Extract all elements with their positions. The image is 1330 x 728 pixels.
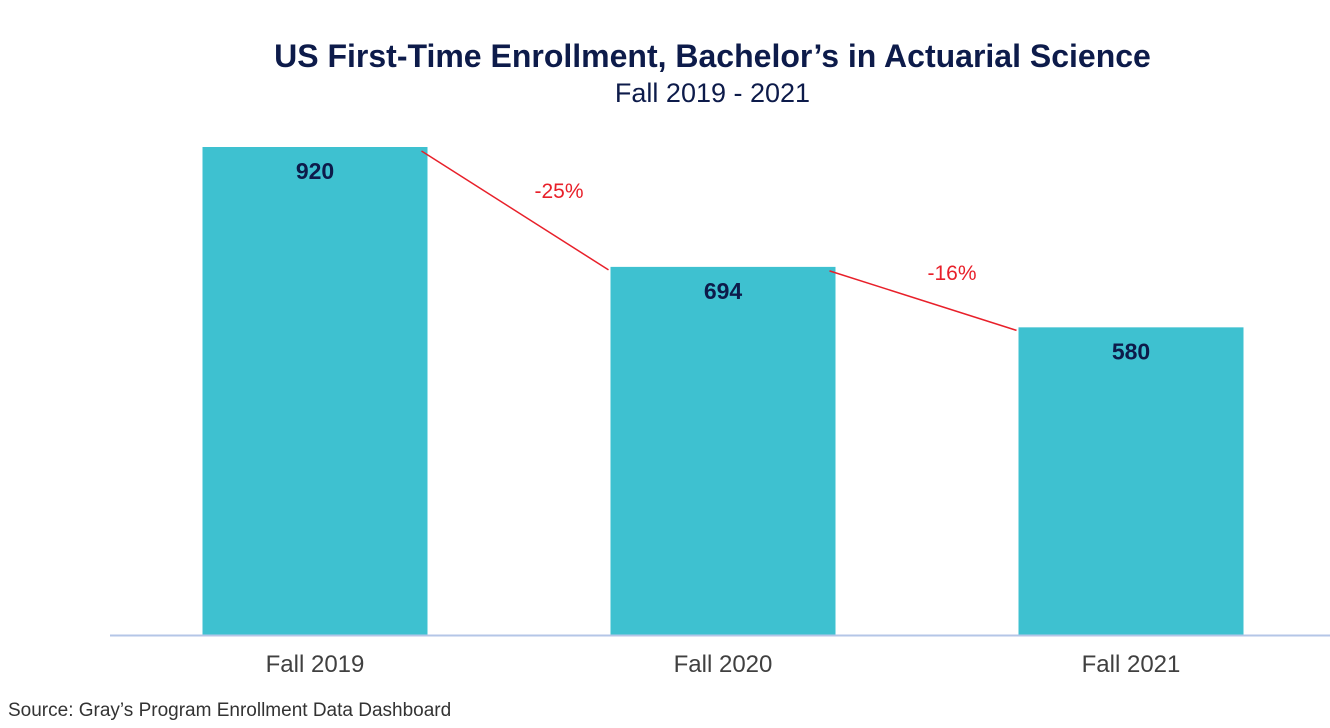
x-tick-label: Fall 2019 [266, 651, 365, 678]
bar-chart: 920 Fall 2019 694 Fall 2020 580 Fall 2021 -25%… [110, 147, 1330, 678]
percent-change-label: -25% [534, 180, 583, 203]
percent-change-label: -16% [927, 262, 976, 285]
bar-data-label: 920 [296, 158, 334, 184]
bars-layer [202, 147, 1244, 635]
change-connector-line [829, 270, 1017, 332]
change-connectors-layer [421, 150, 1017, 332]
source-note: Source: Gray’s Program Enrollment Data D… [8, 700, 452, 721]
change-connector-line [421, 150, 609, 271]
x-tick-label: Fall 2021 [1082, 651, 1181, 678]
labels-layer: 920 Fall 2019 694 Fall 2020 580 Fall 2021 -25%… [266, 158, 1181, 678]
bar-fall-2020 [610, 266, 836, 635]
bar-data-label: 694 [704, 278, 743, 304]
chart-title: US First-Time Enrollment, Bachelor’s in … [274, 38, 1151, 74]
x-tick-label: Fall 2020 [674, 651, 773, 678]
bar-fall-2021 [1018, 327, 1244, 635]
bar-data-label: 580 [1112, 338, 1150, 364]
chart-subtitle: Fall 2019 - 2021 [614, 78, 811, 108]
bar-fall-2019 [202, 147, 428, 635]
